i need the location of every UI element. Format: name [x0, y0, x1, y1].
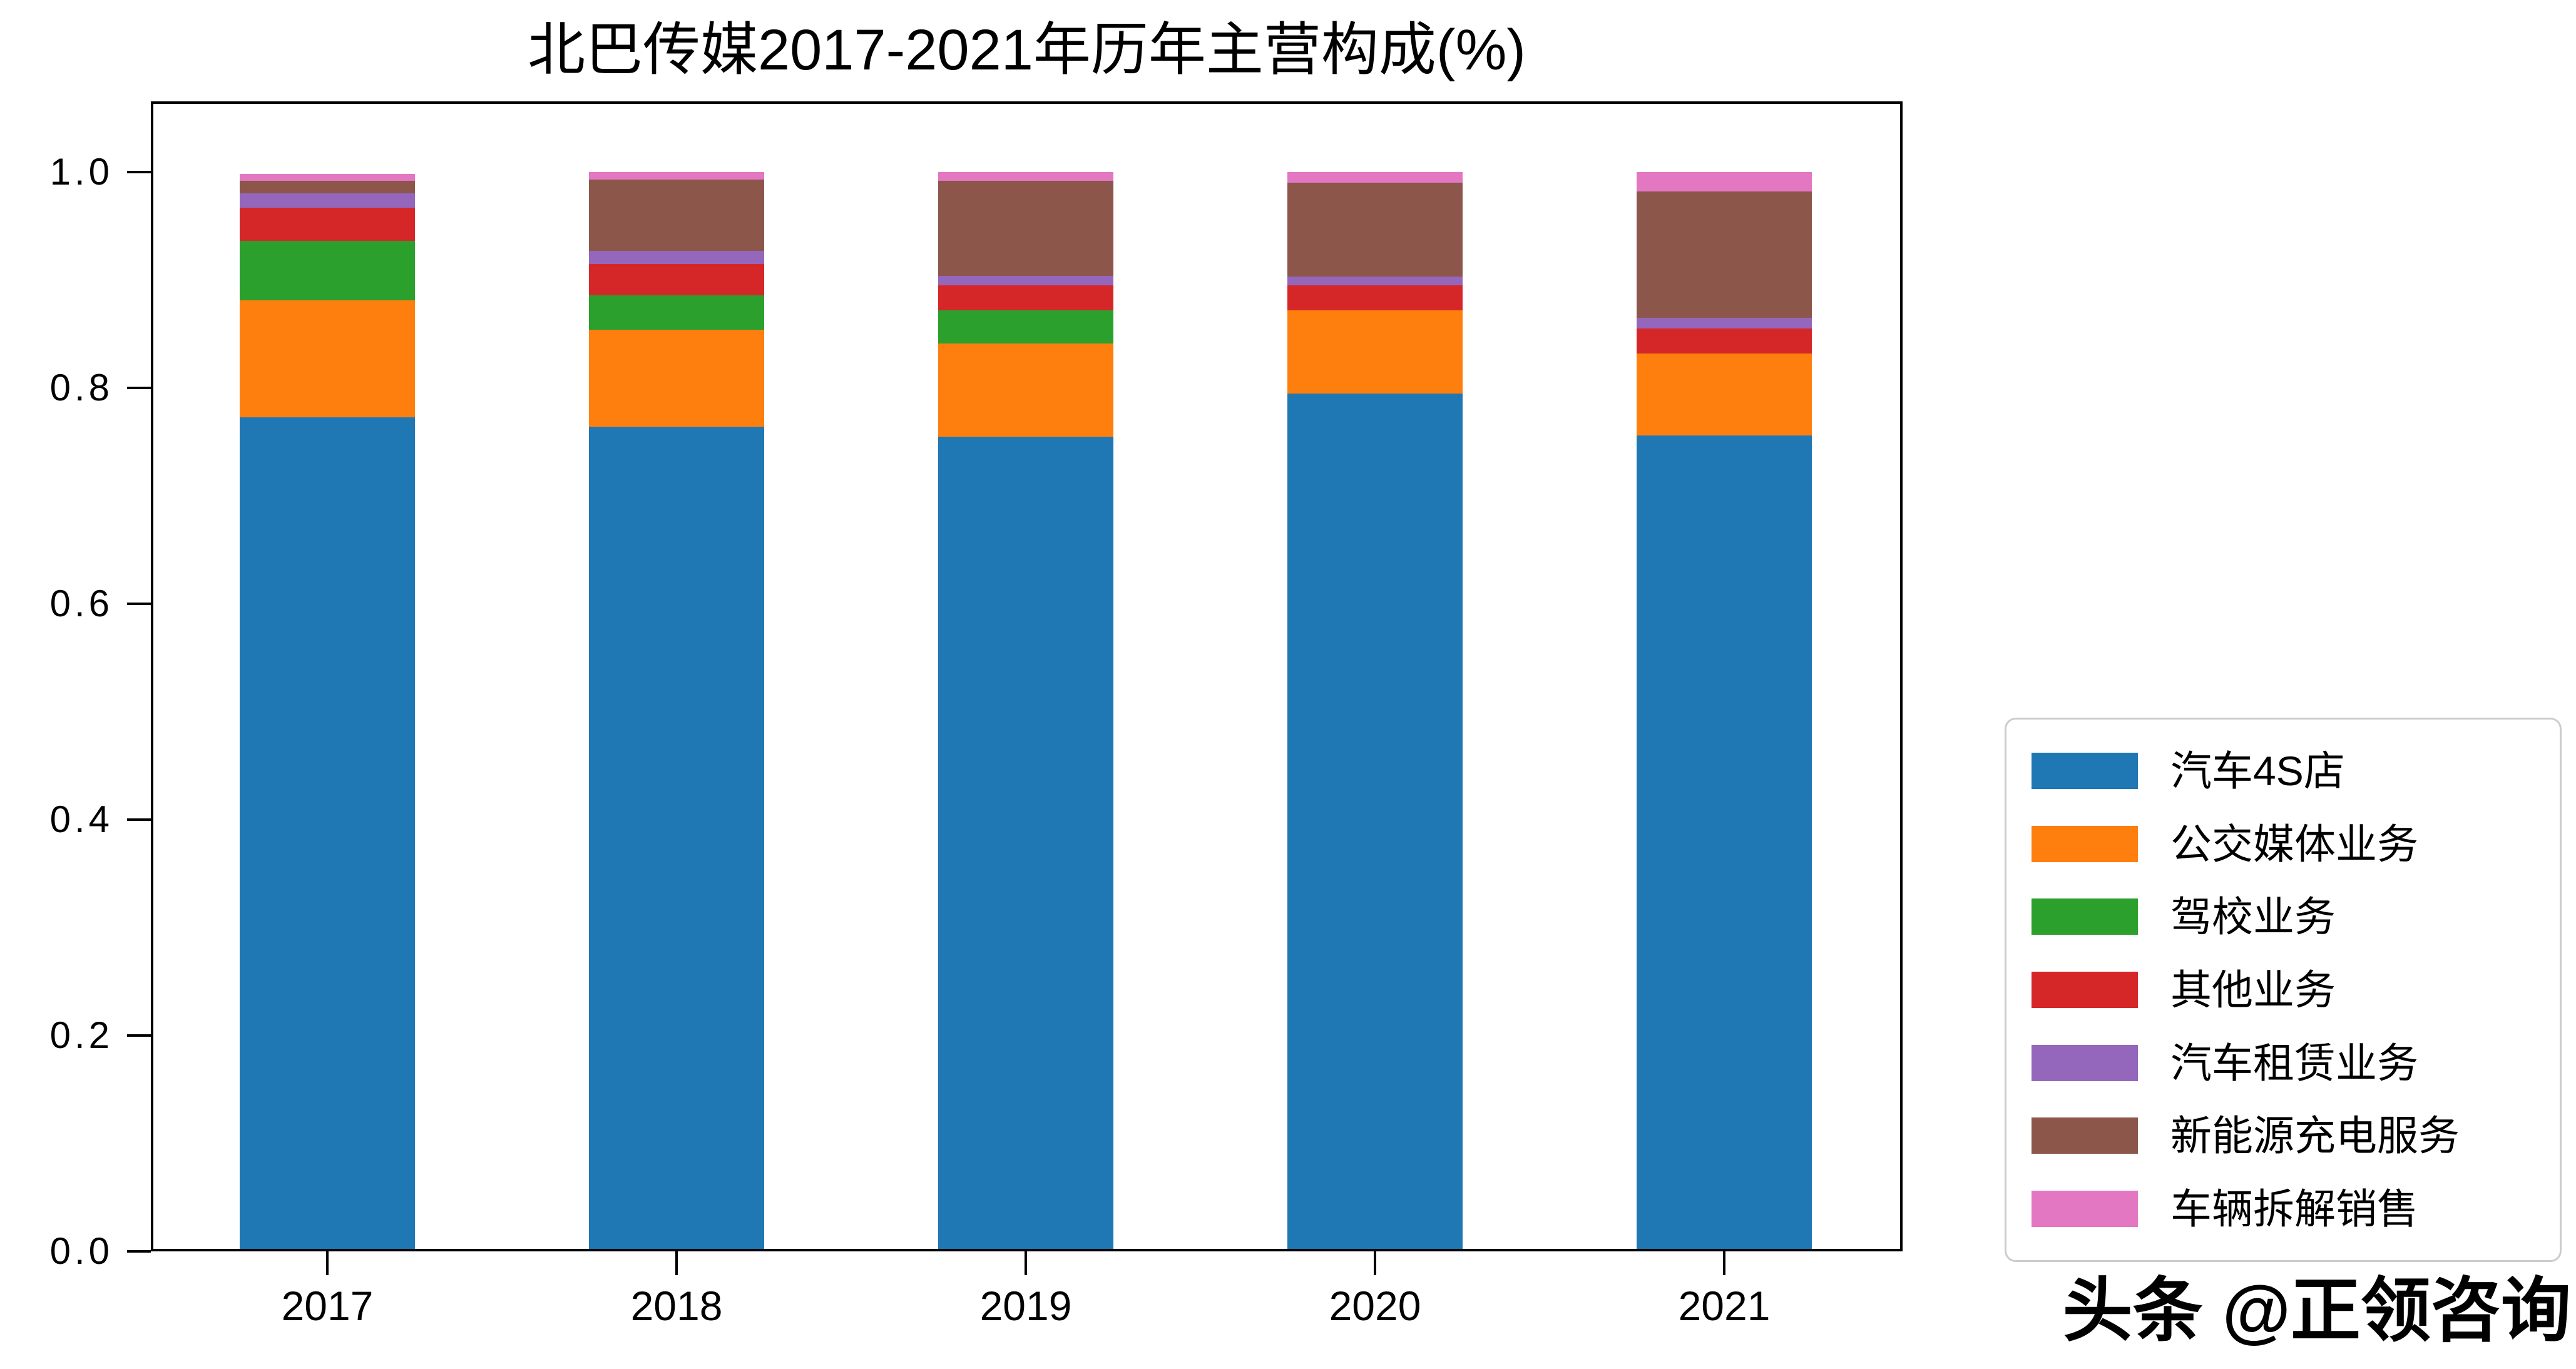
x-tick-label-2019: 2019	[979, 1283, 1072, 1329]
y-tick-mark-0.4	[127, 818, 151, 821]
bar-segment-2021-series6	[1637, 172, 1812, 191]
legend-item-2: 驾校业务	[2032, 896, 2535, 937]
legend-item-6: 车辆拆解销售	[2032, 1188, 2535, 1229]
bar-segment-2019-series2	[938, 310, 1113, 344]
bar-segment-2020-series0	[1287, 394, 1463, 1251]
plot-area-frame	[151, 101, 1903, 1251]
bar-segment-2018-series5	[589, 180, 764, 251]
legend-label-6: 车辆拆解销售	[2170, 1185, 2418, 1232]
x-tick-label-2018: 2018	[630, 1283, 723, 1329]
bar-segment-2018-series4	[589, 251, 764, 264]
y-tick-label-0.2: 0.2	[49, 1014, 113, 1056]
legend-item-0: 汽车4S店	[2032, 750, 2535, 791]
legend-item-1: 公交媒体业务	[2032, 823, 2535, 865]
legend-swatch-5	[2032, 1117, 2138, 1154]
legend-label-5: 新能源充电服务	[2170, 1112, 2460, 1159]
bar-segment-2019-series5	[938, 181, 1113, 276]
bar-segment-2017-series0	[240, 417, 415, 1251]
bar-segment-2019-series3	[938, 285, 1113, 310]
y-tick-mark-0.2	[127, 1034, 151, 1037]
legend-item-5: 新能源充电服务	[2032, 1115, 2535, 1156]
legend-label-0: 汽车4S店	[2170, 748, 2345, 795]
legend-swatch-4	[2032, 1044, 2138, 1081]
legend-swatch-1	[2032, 825, 2138, 862]
legend-label-4: 汽车租赁业务	[2170, 1039, 2418, 1086]
bar-segment-2021-series3	[1637, 328, 1812, 354]
y-tick-label-0.8: 0.8	[49, 367, 113, 409]
legend-item-4: 汽车租赁业务	[2032, 1042, 2535, 1084]
y-tick-mark-0.6	[127, 603, 151, 605]
bar-segment-2019-series1	[938, 344, 1113, 437]
bar-segment-2018-series2	[589, 295, 764, 330]
bar-segment-2019-series6	[938, 172, 1113, 181]
legend-label-2: 驾校业务	[2170, 893, 2336, 940]
bar-segment-2021-series4	[1637, 318, 1812, 328]
bar-segment-2017-series4	[240, 193, 415, 208]
y-tick-label-1.0: 1.0	[49, 151, 113, 193]
y-tick-label-0.4: 0.4	[49, 798, 113, 840]
legend: 汽车4S店公交媒体业务 驾校业务其他业务汽车租赁业务 新能源充电服务 车辆拆解销售	[2005, 718, 2562, 1262]
x-tick-mark-2021	[1723, 1251, 1725, 1275]
x-tick-label-2021: 2021	[1678, 1283, 1771, 1329]
y-tick-mark-0.0	[127, 1250, 151, 1253]
x-tick-label-2017: 2017	[281, 1283, 374, 1329]
bar-segment-2017-series5	[240, 181, 415, 193]
legend-item-3: 其他业务	[2032, 969, 2535, 1010]
x-tick-label-2020: 2020	[1329, 1283, 1421, 1329]
x-tick-mark-2017	[326, 1251, 329, 1275]
bar-segment-2018-series6	[589, 172, 764, 180]
bar-segment-2019-series0	[938, 437, 1113, 1251]
chart-title: 北巴传媒2017-2021年历年主营构成(%)	[527, 18, 1526, 82]
bar-segment-2017-series3	[240, 208, 415, 241]
bar-segment-2020-series5	[1287, 183, 1463, 277]
legend-swatch-0	[2032, 753, 2138, 790]
bar-segment-2017-series6	[240, 174, 415, 181]
legend-label-1: 公交媒体业务	[2170, 820, 2418, 867]
x-tick-mark-2020	[1374, 1251, 1376, 1275]
y-tick-label-0.0: 0.0	[49, 1230, 113, 1272]
legend-swatch-3	[2032, 971, 2138, 1008]
y-tick-mark-0.8	[127, 387, 151, 389]
bar-segment-2020-series4	[1287, 277, 1463, 285]
y-tick-mark-1.0	[127, 171, 151, 173]
bar-segment-2019-series4	[938, 276, 1113, 285]
legend-label-3: 其他业务	[2170, 966, 2336, 1013]
legend-swatch-2	[2032, 898, 2138, 935]
bar-segment-2018-series3	[589, 264, 764, 295]
bar-segment-2017-series1	[240, 300, 415, 417]
legend-swatch-6	[2032, 1190, 2138, 1227]
x-tick-mark-2019	[1025, 1251, 1027, 1275]
watermark: 头条 @正领咨询	[2062, 1271, 2571, 1350]
bar-segment-2018-series1	[589, 330, 764, 427]
bar-segment-2021-series5	[1637, 191, 1812, 318]
bar-segment-2021-series0	[1637, 435, 1812, 1251]
bar-segment-2020-series6	[1287, 172, 1463, 183]
bar-segment-2018-series0	[589, 427, 764, 1251]
bar-segment-2017-series2	[240, 241, 415, 300]
bar-segment-2021-series1	[1637, 354, 1812, 435]
bar-segment-2020-series3	[1287, 285, 1463, 310]
y-tick-label-0.6: 0.6	[49, 583, 113, 624]
bar-segment-2020-series1	[1287, 310, 1463, 394]
x-tick-mark-2018	[675, 1251, 678, 1275]
